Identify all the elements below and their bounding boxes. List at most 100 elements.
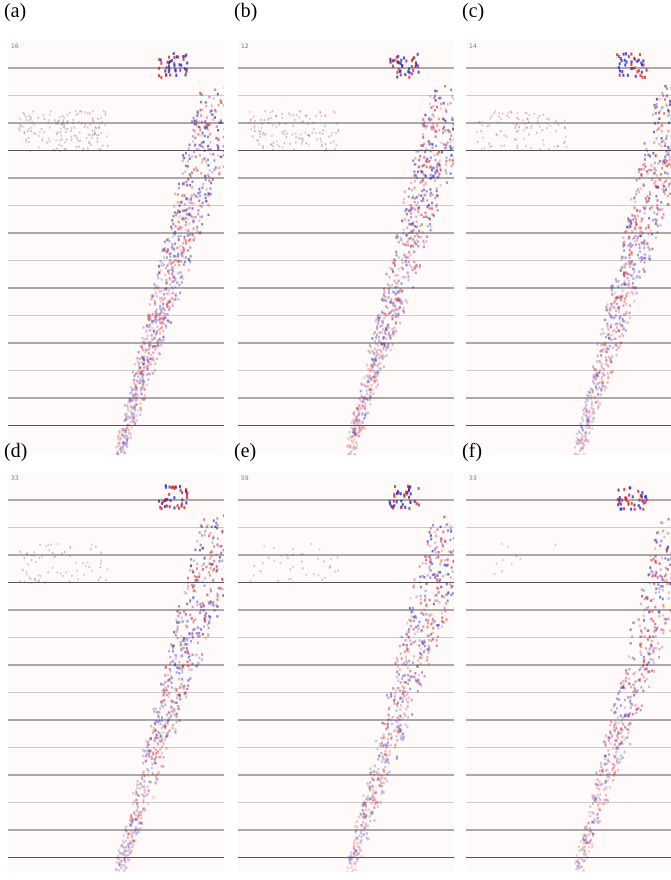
wavelet — [632, 621, 635, 625]
wavelet — [135, 392, 138, 396]
wavelet — [628, 682, 631, 685]
wavelet — [634, 691, 637, 695]
wavelet — [135, 379, 138, 383]
wavelet — [189, 255, 192, 258]
wavelet — [353, 428, 356, 431]
wavelet — [151, 356, 154, 360]
wavelet — [646, 242, 649, 245]
wavelet — [667, 110, 670, 113]
wavelet — [583, 443, 586, 447]
wavelet — [653, 167, 656, 170]
wavelet — [120, 445, 123, 449]
noise — [46, 141, 48, 144]
burst — [410, 58, 413, 62]
wavelet — [452, 549, 454, 553]
wavelet — [215, 521, 218, 525]
wavelet — [601, 782, 604, 786]
wavelet — [423, 641, 426, 644]
wavelet — [431, 113, 434, 116]
wavelet — [201, 186, 204, 190]
wavelet — [629, 699, 632, 702]
wavelet — [614, 322, 617, 326]
wavelet — [378, 755, 381, 758]
noise — [292, 581, 295, 584]
noise — [503, 144, 505, 147]
wavelet — [663, 579, 666, 583]
wavelet — [187, 664, 190, 667]
wavelet — [595, 401, 598, 404]
wavelet — [162, 742, 165, 746]
wavelet — [125, 443, 128, 447]
wavelet — [440, 620, 443, 623]
wavelet — [438, 159, 441, 163]
wavelet — [639, 226, 642, 229]
wavelet — [605, 359, 608, 362]
wavelet — [404, 714, 407, 717]
wavelet — [633, 268, 636, 271]
wavelet — [413, 241, 416, 245]
wavelet — [412, 195, 415, 198]
wavelet — [203, 533, 206, 537]
noise — [530, 124, 533, 127]
wavelet — [628, 248, 631, 252]
wavelet — [436, 170, 439, 173]
wavelet — [650, 643, 653, 647]
noise — [104, 111, 107, 114]
wavelet — [399, 715, 402, 718]
noise — [73, 126, 75, 129]
wavelet — [166, 256, 169, 259]
wavelet — [154, 729, 157, 733]
burst — [393, 494, 396, 498]
burst — [397, 54, 400, 58]
wavelet — [633, 693, 636, 697]
wavelet — [386, 744, 389, 747]
noise — [523, 137, 525, 140]
wavelet — [619, 681, 622, 685]
wavelet — [582, 453, 585, 455]
wavelet — [190, 640, 193, 643]
wavelet — [165, 281, 168, 284]
wavelet — [623, 274, 626, 278]
wavelet — [208, 176, 211, 179]
wavelet — [173, 713, 176, 716]
wavelet — [207, 634, 210, 638]
wavelet — [119, 446, 122, 450]
wavelet — [616, 296, 619, 300]
wavelet — [159, 296, 162, 300]
wavelet — [219, 155, 222, 159]
wavelet — [161, 316, 164, 319]
wavelet — [372, 778, 375, 782]
noise — [32, 110, 34, 113]
wavelet — [441, 537, 444, 541]
wavelet — [412, 615, 415, 619]
noise — [530, 126, 532, 129]
wavelet — [173, 279, 176, 283]
wavelet — [162, 338, 165, 342]
wavelet — [140, 372, 143, 376]
wavelet — [613, 772, 616, 776]
wavelet — [385, 354, 388, 357]
wavelet — [201, 223, 204, 226]
wavelet — [631, 237, 634, 241]
noise — [539, 125, 541, 128]
wavelet — [181, 209, 184, 213]
wavelet — [193, 627, 196, 631]
burst — [618, 498, 621, 502]
wavelet — [219, 99, 222, 102]
wavelet — [114, 868, 117, 871]
wavelet — [125, 418, 128, 422]
wavelet — [623, 240, 626, 243]
wavelet — [169, 255, 172, 259]
wavelet — [184, 228, 187, 232]
wavelet — [438, 128, 441, 132]
wavelet — [644, 627, 647, 630]
wavelet — [369, 819, 372, 823]
wavelet — [167, 301, 170, 304]
wavelet — [134, 372, 137, 376]
wavelet — [584, 426, 587, 429]
wavelet — [153, 319, 156, 322]
wavelet — [126, 438, 129, 441]
wavelet — [123, 451, 126, 455]
wavelet — [450, 566, 453, 569]
wavelet — [188, 668, 191, 671]
